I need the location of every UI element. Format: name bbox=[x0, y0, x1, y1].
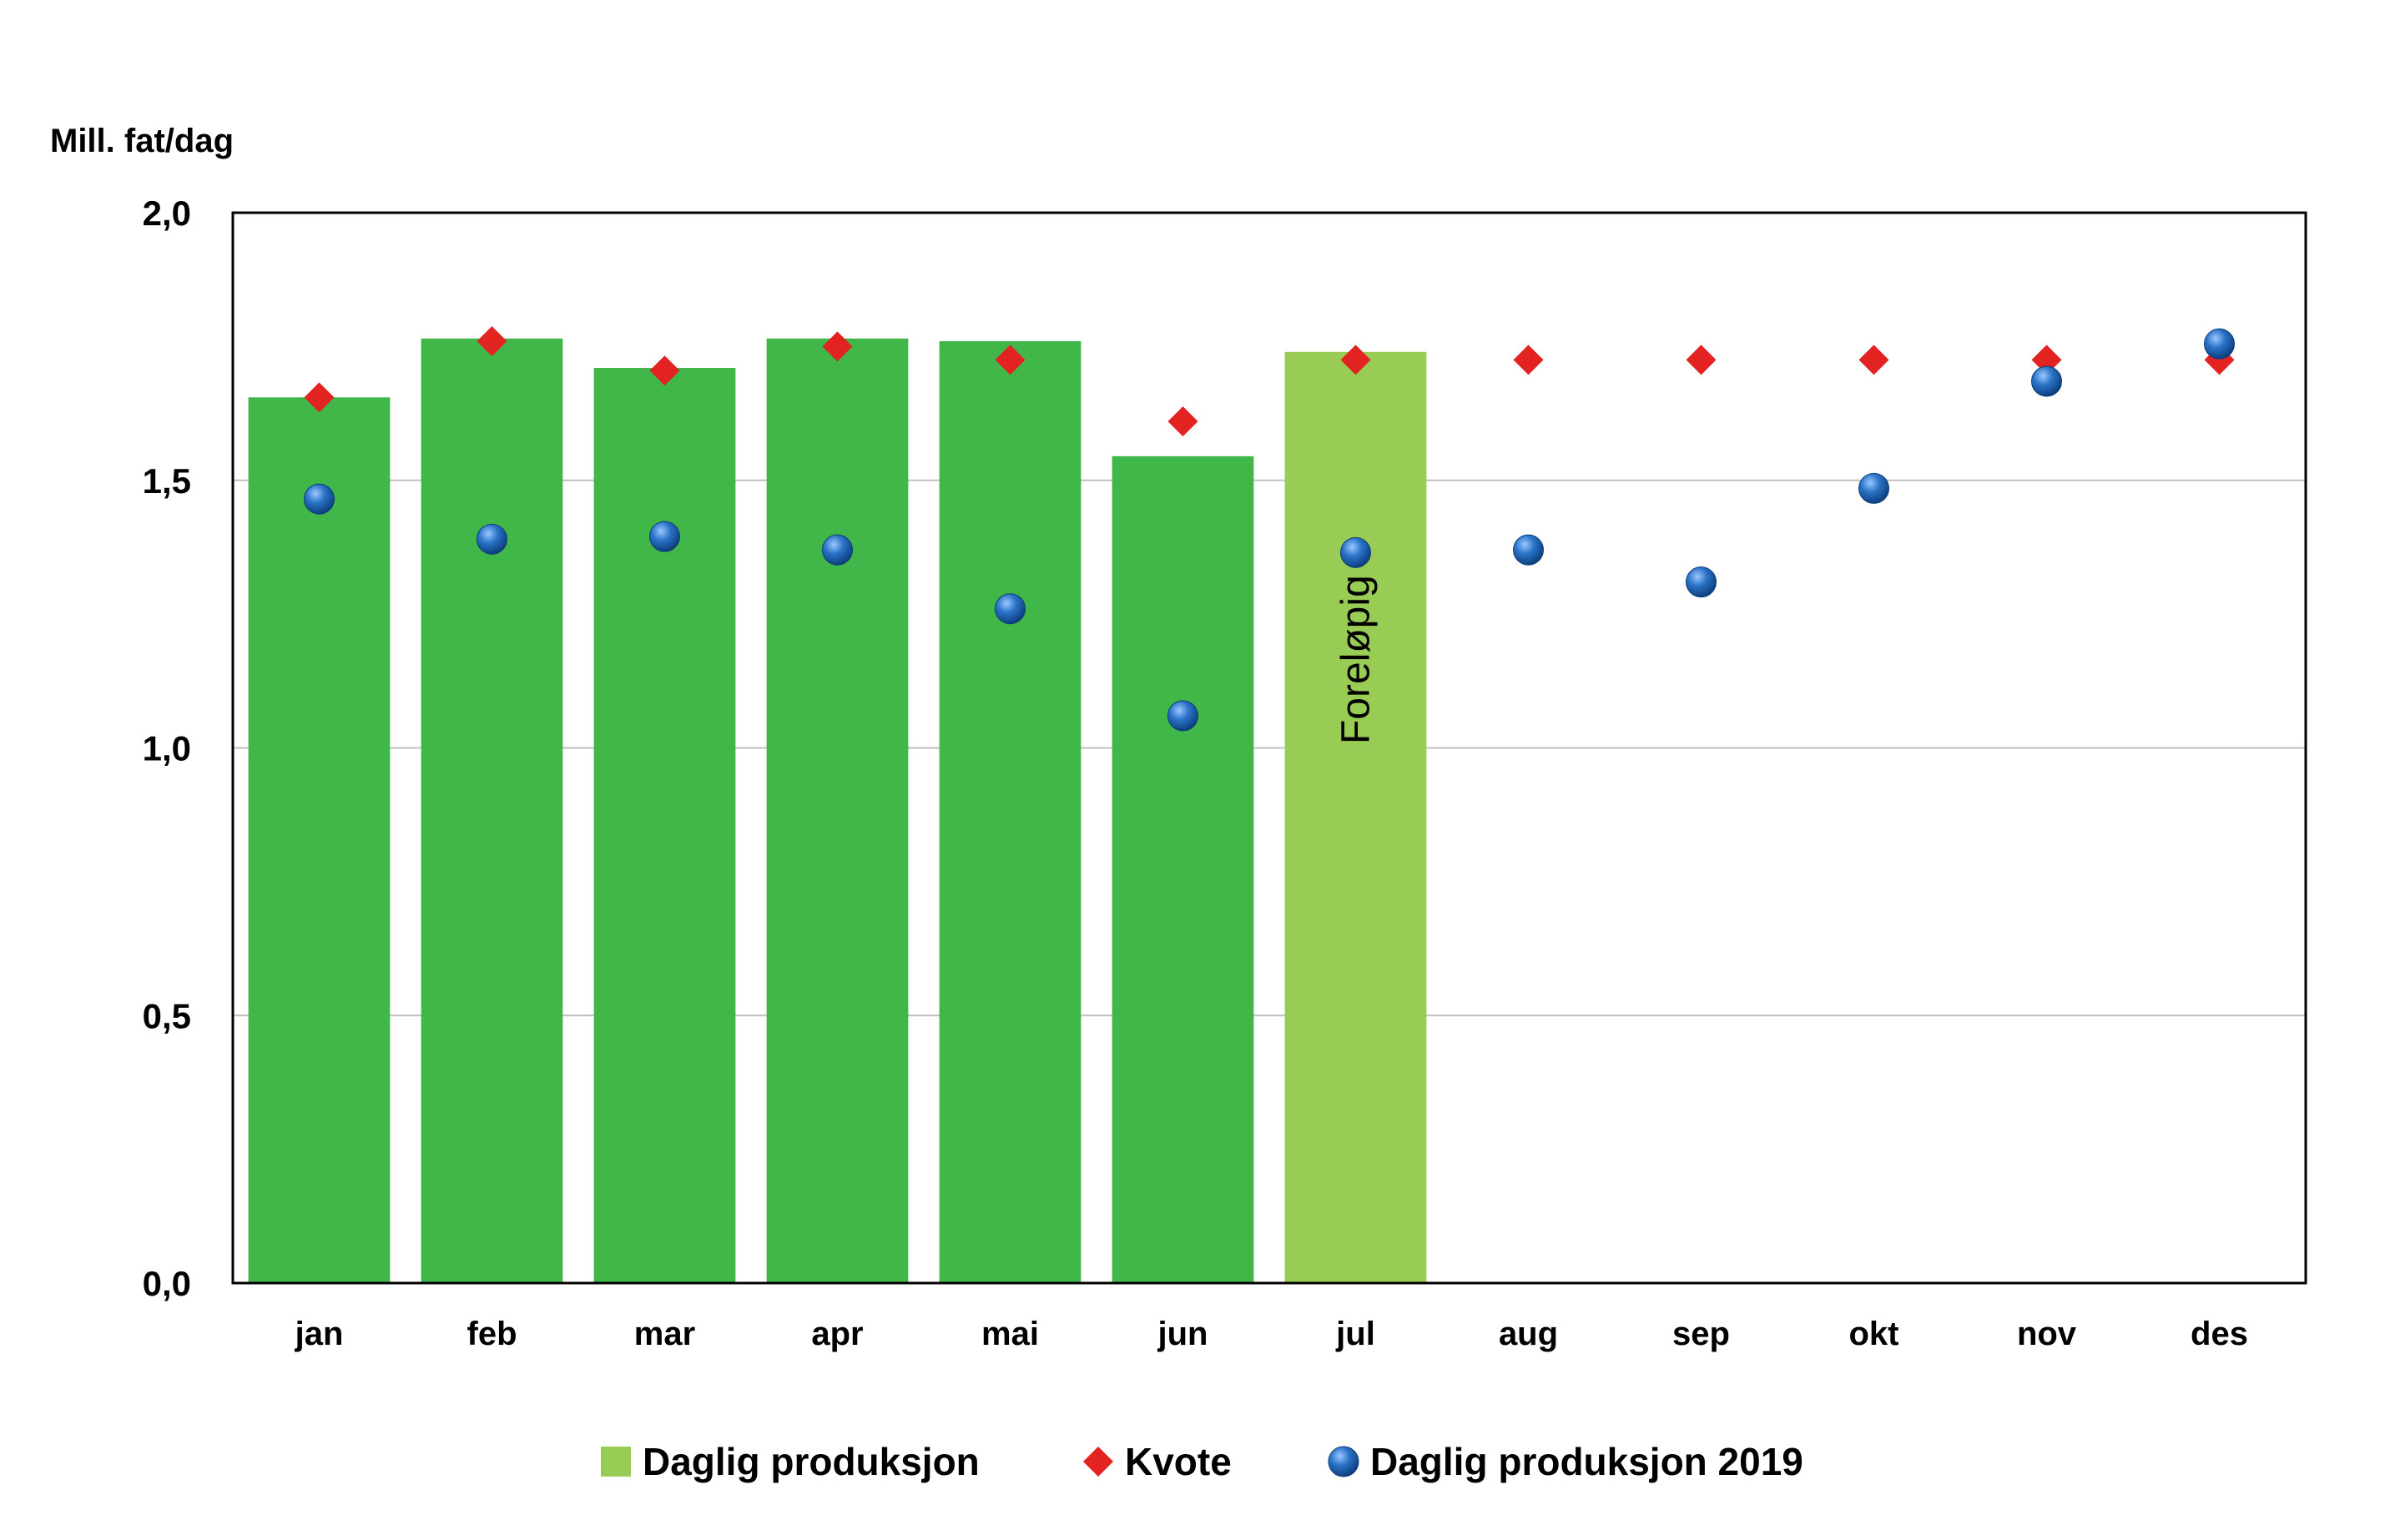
kvote-marker-jun bbox=[1167, 406, 1198, 437]
gridlines bbox=[233, 479, 2306, 1017]
x-tick-label: okt bbox=[1849, 1316, 1899, 1352]
legend-label: Kvote bbox=[1125, 1440, 1232, 1483]
x-tick-labels: jan feb mar apr mai jun jul aug sep okt nov des bbox=[295, 1316, 2248, 1352]
prod2019-marker-mar bbox=[649, 521, 680, 552]
kvote-marker-aug bbox=[1513, 345, 1544, 375]
x-tick-label: nov bbox=[2017, 1316, 2077, 1352]
kvote-marker-mai bbox=[995, 345, 1026, 375]
kvote-marker-jul bbox=[1340, 345, 1371, 375]
prod2019-marker-okt bbox=[1858, 472, 1889, 504]
y-tick-label: 2,0 bbox=[143, 194, 191, 233]
legend-swatch-bar bbox=[601, 1447, 631, 1477]
prod2019-marker-jul bbox=[1340, 536, 1371, 568]
y-tick-label: 1,0 bbox=[143, 729, 191, 768]
bar-jan bbox=[248, 397, 391, 1283]
prod2019-marker-apr bbox=[822, 534, 853, 566]
y-tick-label: 1,5 bbox=[143, 461, 191, 501]
bar-apr bbox=[766, 338, 909, 1284]
prod2019-marker-feb bbox=[476, 523, 507, 555]
prod2019-marker-sep bbox=[1686, 566, 1717, 598]
prod2019-marker-aug bbox=[1513, 534, 1544, 566]
bar-series bbox=[248, 338, 1427, 1284]
legend-label: Daglig produksjon bbox=[643, 1440, 980, 1483]
y-tick-label: 0,5 bbox=[143, 996, 191, 1035]
annotations: Foreløpig bbox=[1334, 575, 1379, 744]
legend-swatch-circle bbox=[1328, 1446, 1359, 1477]
prod2019-marker-jan bbox=[304, 483, 335, 515]
bar-mai bbox=[939, 340, 1082, 1284]
x-tick-label: jan bbox=[295, 1316, 344, 1352]
legend-label: Daglig produksjon 2019 bbox=[1370, 1440, 1803, 1483]
prod2019-marker-des bbox=[2204, 328, 2235, 360]
y-axis-label: Mill. fat/dag bbox=[50, 123, 234, 159]
bar-feb bbox=[421, 338, 563, 1284]
x-tick-label: des bbox=[2191, 1316, 2248, 1352]
kvote-marker-jan bbox=[304, 382, 335, 413]
bar-mar bbox=[593, 368, 736, 1283]
production-2019-series bbox=[304, 328, 2235, 732]
kvote-series bbox=[304, 325, 2235, 437]
x-tick-label: sep bbox=[1672, 1316, 1730, 1352]
x-tick-label: jul bbox=[1335, 1316, 1375, 1352]
kvote-marker-sep bbox=[1686, 345, 1717, 375]
prod2019-marker-mai bbox=[995, 593, 1026, 625]
x-tick-label: aug bbox=[1499, 1316, 1558, 1352]
x-tick-label: feb bbox=[467, 1316, 517, 1352]
bar-jul bbox=[1284, 351, 1427, 1283]
y-tick-labels: 0,0 0,5 1,0 1,5 2,0 bbox=[143, 194, 191, 1303]
x-tick-label: apr bbox=[811, 1316, 863, 1352]
kvote-marker-mar bbox=[649, 355, 680, 386]
plot-frame bbox=[231, 211, 2307, 1285]
x-tick-label: mar bbox=[634, 1316, 695, 1352]
legend-swatch-diamond bbox=[1083, 1447, 1113, 1477]
prod2019-marker-jun bbox=[1167, 700, 1198, 732]
kvote-marker-okt bbox=[1858, 345, 1889, 375]
prod2019-marker-nov bbox=[2031, 365, 2062, 397]
x-tick-label: mai bbox=[981, 1316, 1039, 1352]
legend: Daglig produksjon Kvote Daglig produksjon … bbox=[601, 1440, 1803, 1483]
kvote-marker-feb bbox=[476, 325, 507, 356]
kvote-marker-apr bbox=[822, 331, 853, 362]
kvote-marker-nov bbox=[2031, 345, 2062, 375]
annotation-label: Foreløpig bbox=[1334, 575, 1379, 744]
y-tick-label: 0,0 bbox=[143, 1264, 191, 1303]
x-tick-label: jun bbox=[1157, 1316, 1208, 1352]
bar-jun bbox=[1112, 455, 1254, 1283]
